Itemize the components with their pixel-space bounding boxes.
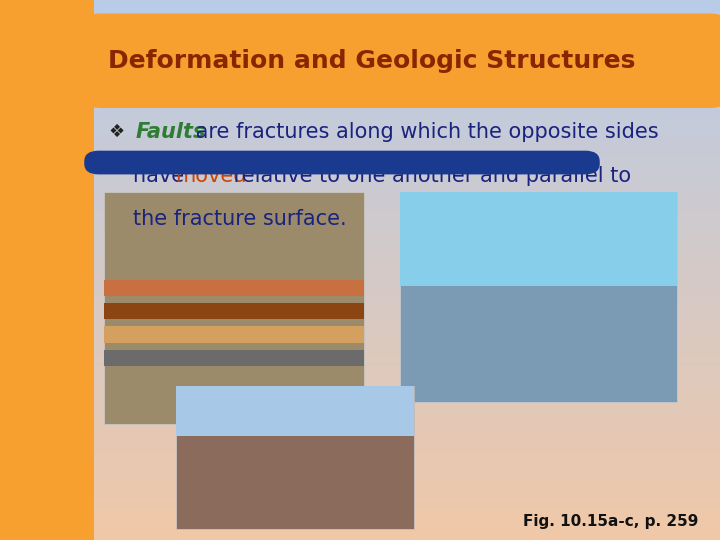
Bar	[176, 386, 414, 436]
FancyBboxPatch shape	[104, 192, 364, 424]
Bar	[104, 280, 364, 296]
FancyBboxPatch shape	[84, 151, 600, 174]
FancyBboxPatch shape	[176, 386, 414, 529]
Text: Deformation and Geologic Structures: Deformation and Geologic Structures	[108, 49, 635, 73]
Bar	[104, 349, 364, 366]
Text: have: have	[133, 165, 191, 186]
FancyBboxPatch shape	[79, 14, 720, 108]
Bar	[104, 303, 364, 320]
Text: Fig. 10.15a-c, p. 259: Fig. 10.15a-c, p. 259	[523, 514, 698, 529]
Text: are fractures along which the opposite sides: are fractures along which the opposite s…	[189, 122, 659, 143]
Text: moved: moved	[175, 165, 246, 186]
FancyBboxPatch shape	[400, 192, 677, 402]
Text: the fracture surface.: the fracture surface.	[133, 208, 347, 229]
Text: relative to one another and parallel to: relative to one another and parallel to	[227, 165, 631, 186]
Bar	[400, 192, 677, 286]
Text: ❖: ❖	[108, 123, 124, 141]
Bar	[104, 326, 364, 342]
Text: Faults: Faults	[135, 122, 206, 143]
